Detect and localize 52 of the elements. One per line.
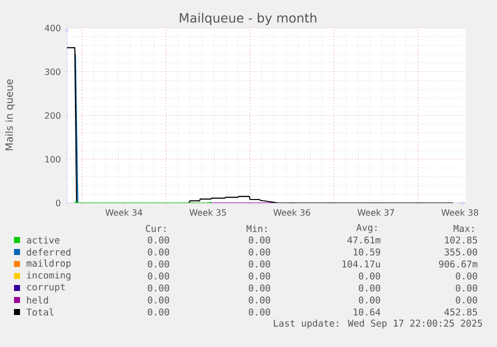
- text: 355.00: [444, 248, 478, 256]
- text: 452.85: [444, 308, 477, 316]
- text: Max:: [454, 225, 474, 232]
- text: Min:: [246, 224, 266, 232]
- text: 0.00: [248, 248, 270, 256]
- text: 0.00: [358, 296, 380, 304]
- text: 0.00: [148, 248, 170, 256]
- text: Last update: Wed Sep 17 22:00:25 2025: [274, 319, 482, 329]
- legend-label: Total: [26, 308, 54, 316]
- chart-title: Mailqueue - by month: [180, 12, 316, 26]
- text: 0.00: [248, 296, 270, 304]
- y-axis-title: Mails in queue: [5, 79, 15, 150]
- text: 0.00: [248, 284, 270, 292]
- text: 0.00: [456, 284, 478, 292]
- y-tick-label: 200: [45, 112, 60, 119]
- text: 0.00: [248, 272, 270, 280]
- text: 0.00: [148, 260, 170, 268]
- legend-label: deferred: [26, 248, 70, 256]
- text: 0.00: [248, 260, 270, 268]
- x-tick-label: Week 35: [190, 209, 226, 216]
- text: 0.00: [456, 296, 478, 304]
- text: Avg:: [356, 224, 376, 233]
- text: 10.59: [354, 248, 380, 256]
- text: 0.00: [248, 308, 270, 316]
- text: 102.85: [445, 236, 477, 244]
- y-tick-label: 0: [56, 200, 60, 206]
- x-tick-label: Week 37: [358, 209, 394, 216]
- text: 0.00: [148, 272, 170, 280]
- legend-label: incoming: [27, 271, 70, 281]
- y-tick-label: 400: [44, 24, 60, 32]
- text: 47.61m: [347, 236, 380, 244]
- x-tick-label: Week 34: [106, 209, 142, 216]
- y-tick-label: 100: [45, 156, 60, 163]
- text: 906.67m: [438, 260, 478, 268]
- legend-label: held: [27, 296, 48, 304]
- y-tick-label: 300: [45, 68, 60, 76]
- legend-label: maildrop: [26, 259, 71, 269]
- x-tick-label: Week 38: [442, 209, 478, 216]
- text: 0.00: [358, 272, 380, 280]
- x-tick-label: Week 36: [274, 209, 310, 216]
- text: 0.00: [456, 272, 478, 280]
- legend-label: active: [26, 236, 60, 244]
- text: Cur:: [146, 224, 166, 232]
- text: 0.00: [148, 296, 170, 304]
- text: 0.00: [148, 284, 170, 292]
- text: 0.00: [358, 284, 380, 292]
- text: 0.00: [148, 308, 170, 316]
- text: 104.17u: [342, 260, 380, 268]
- legend-label: corrupt: [27, 284, 65, 292]
- text: 0.00: [148, 236, 170, 244]
- text: 10.64: [354, 308, 380, 316]
- text: 0.00: [248, 236, 270, 244]
